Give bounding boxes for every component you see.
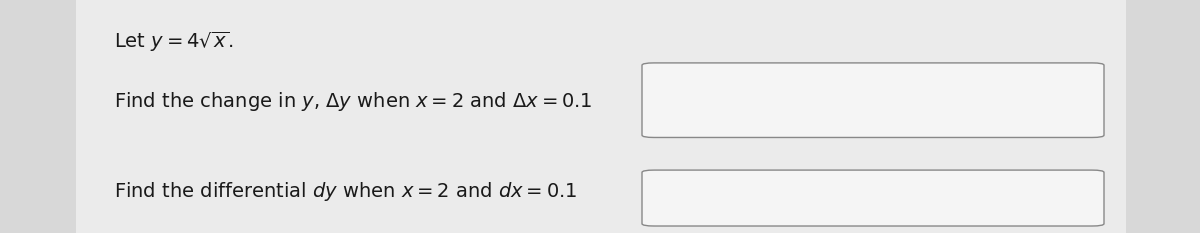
FancyBboxPatch shape — [642, 170, 1104, 226]
Text: Find the differential $dy$ when $x = 2$ and $dx = 0.1$: Find the differential $dy$ when $x = 2$ … — [114, 180, 577, 202]
Text: Let $y = 4\sqrt{x}$.: Let $y = 4\sqrt{x}$. — [114, 30, 234, 54]
FancyBboxPatch shape — [76, 0, 1126, 233]
Text: Find the change in $y$, $\Delta y$ when $x = 2$ and $\Delta x = 0.1$: Find the change in $y$, $\Delta y$ when … — [114, 90, 593, 113]
FancyBboxPatch shape — [642, 63, 1104, 137]
